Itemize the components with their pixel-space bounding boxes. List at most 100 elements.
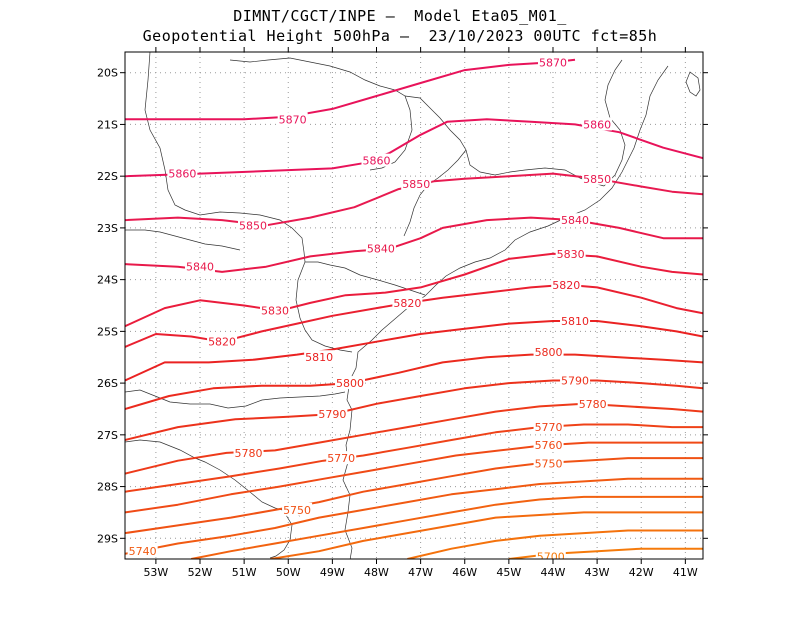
- lat-tick-label: 29S: [97, 532, 118, 545]
- contour-label-bg: [185, 259, 216, 273]
- contour-label-5860: 5860: [168, 168, 196, 181]
- lon-tick-label: 48W: [364, 566, 389, 579]
- lon-tick-label: 51W: [232, 566, 257, 579]
- contour-label-bg: [537, 55, 568, 69]
- lon-tick-label: 53W: [143, 566, 168, 579]
- island: [685, 71, 701, 97]
- contour-label-bg: [392, 295, 423, 309]
- contour-label-5830: 5830: [261, 305, 289, 318]
- state-border: [403, 149, 467, 237]
- contour-5730: [191, 495, 703, 559]
- contour-5790: [125, 379, 703, 441]
- contour-label-5820: 5820: [208, 336, 236, 349]
- contour-label-5870: 5870: [539, 56, 567, 69]
- contour-label-5850: 5850: [239, 219, 267, 232]
- contour-label-bg: [560, 314, 591, 328]
- contour-label-bg: [582, 117, 613, 131]
- contour-label-bg: [533, 438, 564, 452]
- contour-label-5760: 5760: [535, 439, 563, 452]
- state-border: [125, 389, 346, 409]
- contour-label-bg: [551, 277, 582, 291]
- contour-label-5840: 5840: [367, 243, 395, 256]
- contour-5860: [125, 118, 703, 178]
- contour-label-bg: [582, 171, 613, 185]
- contour-label-5810: 5810: [305, 351, 333, 364]
- contour-label-5840: 5840: [561, 214, 589, 227]
- contour-label-5740: 5740: [129, 545, 157, 558]
- contour-label-bg: [335, 376, 366, 390]
- contour-label-bg: [401, 176, 432, 190]
- contour-5800: [125, 353, 703, 410]
- lon-tick-label: 47W: [408, 566, 433, 579]
- contour-label-bg: [577, 396, 608, 410]
- contour-5810: [125, 320, 703, 382]
- lat-tick-label: 23S: [97, 222, 118, 235]
- contour-5760: [125, 441, 703, 514]
- contour-label-5750: 5750: [535, 457, 563, 470]
- lon-tick-label: 44W: [541, 566, 566, 579]
- contour-label-bg: [277, 112, 308, 126]
- contour-label-5820: 5820: [552, 279, 580, 292]
- state-border: [125, 439, 301, 517]
- lon-tick-label: 49W: [320, 566, 345, 579]
- contour-label-5850: 5850: [583, 173, 611, 186]
- state-border: [295, 261, 353, 353]
- contour-5740: [125, 477, 703, 555]
- state-border: [144, 52, 306, 263]
- contour-5850: [125, 172, 703, 227]
- contour-labels: 5870 5870 5860 5860 5860 5850 5850 5850 5840 5840…: [127, 55, 613, 559]
- contour-5770: [125, 423, 703, 493]
- lat-tick-label: 28S: [97, 481, 118, 494]
- contour-label-5860: 5860: [362, 155, 390, 168]
- contour-5710: [407, 529, 703, 559]
- lon-tick-label: 42W: [629, 566, 654, 579]
- contour-label-5840: 5840: [186, 261, 214, 274]
- contour-label-5800: 5800: [535, 346, 563, 359]
- contour-label-bg: [326, 451, 357, 465]
- state-border: [229, 57, 413, 171]
- contour-label-5790: 5790: [318, 408, 346, 421]
- contour-label-5830: 5830: [557, 248, 585, 261]
- contour-label-bg: [207, 334, 238, 348]
- contour-5720: [270, 511, 703, 559]
- state-border: [603, 59, 626, 187]
- contour-label-bg: [260, 303, 291, 317]
- contour-label-5810: 5810: [561, 315, 589, 328]
- lon-tick-label: 43W: [585, 566, 610, 579]
- axis-ticks: 20S 21S 22S 23S 24S 25S 26S 27S 28S 29S 53W 52W 51W 5…: [97, 47, 708, 579]
- state-border: [125, 229, 241, 251]
- contour-label-bg: [560, 213, 591, 227]
- lat-tick-label: 20S: [97, 67, 118, 80]
- lat-tick-label: 27S: [97, 429, 118, 442]
- map-frame: [124, 51, 704, 560]
- contour-label-bg: [533, 420, 564, 434]
- state-border: [404, 95, 605, 187]
- lon-tick-label: 45W: [496, 566, 521, 579]
- lat-tick-label: 24S: [97, 274, 118, 287]
- contour-5870: [125, 58, 576, 121]
- contour-label-5860: 5860: [583, 118, 611, 131]
- lon-tick-label: 46W: [452, 566, 477, 579]
- contour-label-bg: [304, 350, 335, 364]
- lat-tick-label: 22S: [97, 170, 118, 183]
- contour-label-bg: [237, 218, 268, 232]
- contour-label-5850: 5850: [402, 178, 430, 191]
- contour-label-5780: 5780: [235, 447, 263, 460]
- contour-label-bg: [127, 544, 158, 558]
- lon-tick-label: 52W: [188, 566, 213, 579]
- contour-label-5870: 5870: [279, 113, 307, 126]
- map-title-line-1: DIMNT/CGCT/INPE – Model Eta05_M01_: [233, 7, 567, 25]
- contour-label-bg: [533, 345, 564, 359]
- contour-label-5770: 5770: [327, 452, 355, 465]
- lagoon: [269, 514, 293, 559]
- contour-label-5750: 5750: [283, 504, 311, 517]
- contour-label-bg: [365, 241, 396, 255]
- contour-label-5820: 5820: [393, 297, 421, 310]
- contour-label-bg: [533, 456, 564, 470]
- contour-5830: [125, 252, 703, 328]
- lon-tick-label: 41W: [673, 566, 698, 579]
- contour-label-bg: [535, 549, 566, 559]
- contour-label-5780: 5780: [579, 398, 607, 411]
- contour-label-bg: [361, 153, 392, 167]
